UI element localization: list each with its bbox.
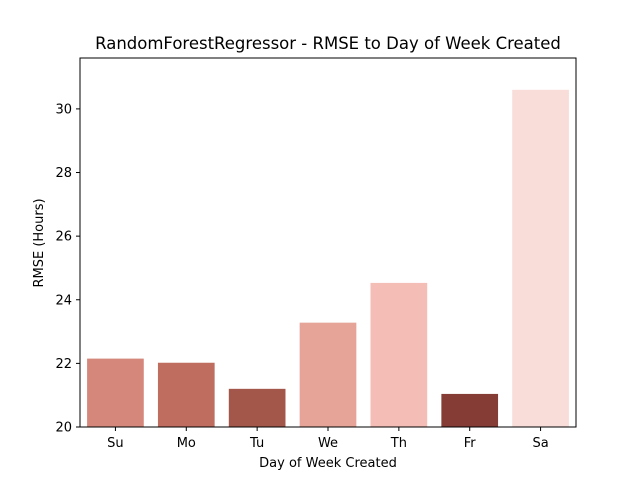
y-tick-label: 30 <box>55 102 72 117</box>
x-tick-label: Mo <box>177 436 196 451</box>
bar-mo <box>157 362 215 427</box>
chart-title: RandomForestRegressor - RMSE to Day of W… <box>95 34 561 53</box>
bar-sa <box>512 89 569 427</box>
y-axis: 20 22 24 26 28 30 <box>55 102 80 436</box>
bar-su <box>87 358 144 427</box>
bar-fr <box>441 393 499 427</box>
bar-th <box>370 282 428 427</box>
x-axis: Su Mo Tu We Th Fr Sa <box>107 427 549 451</box>
y-tick-label: 24 <box>55 293 72 308</box>
plot-frame <box>79 57 577 428</box>
x-tick-label: Su <box>107 436 124 451</box>
x-tick-label: Sa <box>532 436 548 451</box>
y-tick-label: 26 <box>55 230 72 245</box>
x-tick-label: Fr <box>464 436 477 451</box>
x-axis-label: Day of Week Created <box>259 456 397 471</box>
bar-we <box>299 322 357 427</box>
y-tick-label: 22 <box>55 357 72 372</box>
bars-group <box>87 89 569 427</box>
bar-tu <box>228 388 286 427</box>
y-axis-label: RMSE (Hours) <box>32 198 47 287</box>
y-tick-label: 28 <box>55 166 72 181</box>
x-tick-label: Th <box>390 436 407 451</box>
x-tick-label: We <box>318 436 338 451</box>
x-tick-label: Tu <box>249 436 264 451</box>
y-tick-label: 20 <box>55 421 72 436</box>
